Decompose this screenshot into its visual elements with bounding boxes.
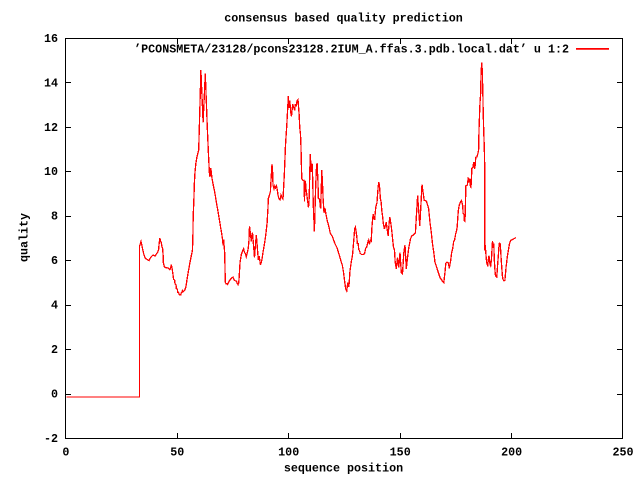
svg-text:2: 2 [51, 343, 58, 357]
svg-text:50: 50 [170, 446, 184, 460]
svg-text:0: 0 [62, 446, 69, 460]
svg-text:0: 0 [51, 388, 58, 402]
svg-text:’PCONSMETA/23128/pcons23128.2I: ’PCONSMETA/23128/pcons23128.2IUM_A.ffas.… [134, 43, 569, 57]
svg-text:16: 16 [44, 32, 58, 46]
svg-text:150: 150 [390, 446, 411, 460]
svg-text:10: 10 [44, 165, 58, 179]
svg-text:200: 200 [501, 446, 522, 460]
svg-text:4: 4 [51, 299, 58, 313]
svg-text:100: 100 [278, 446, 299, 460]
svg-text:-2: -2 [44, 432, 58, 446]
svg-text:12: 12 [44, 121, 58, 135]
svg-text:6: 6 [51, 254, 58, 268]
svg-text:sequence position: sequence position [284, 462, 403, 476]
svg-text:8: 8 [51, 210, 58, 224]
svg-text:consensus based quality predic: consensus based quality prediction [224, 12, 462, 26]
svg-text:14: 14 [44, 76, 58, 90]
svg-text:250: 250 [612, 446, 633, 460]
svg-text:quality: quality [18, 213, 32, 262]
